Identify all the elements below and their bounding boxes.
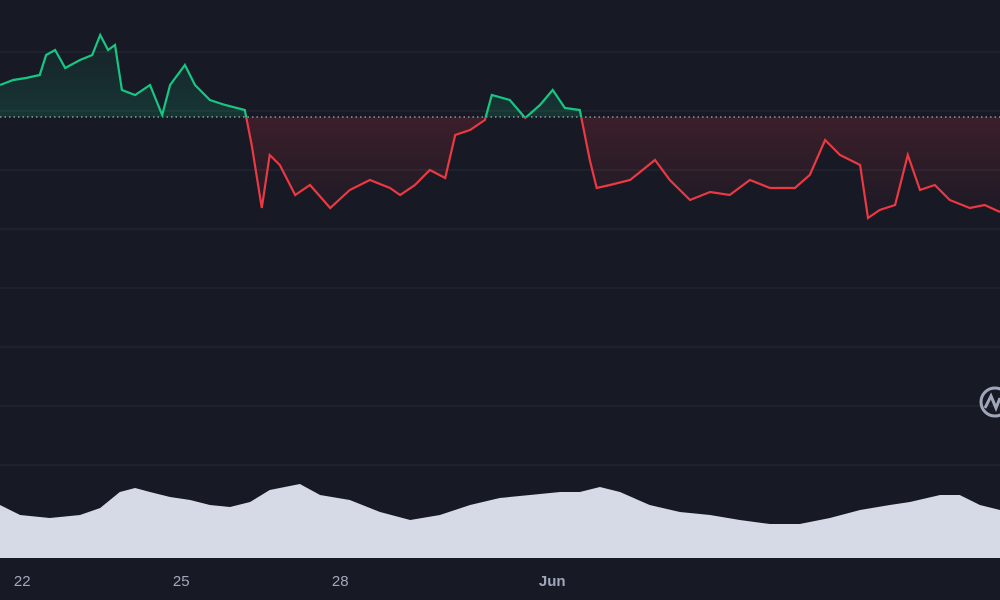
x-tick-label: 28	[332, 573, 349, 590]
x-tick-label: 22	[14, 573, 31, 590]
x-tick-label: 25	[173, 573, 190, 590]
price-line-down	[161, 117, 1000, 220]
area-down	[0, 117, 1000, 218]
price-line-up	[0, 32, 583, 117]
x-tick-label: Jun	[539, 573, 566, 590]
area-up	[0, 35, 1000, 117]
volume-area	[0, 484, 1000, 558]
watermark	[979, 386, 1000, 418]
